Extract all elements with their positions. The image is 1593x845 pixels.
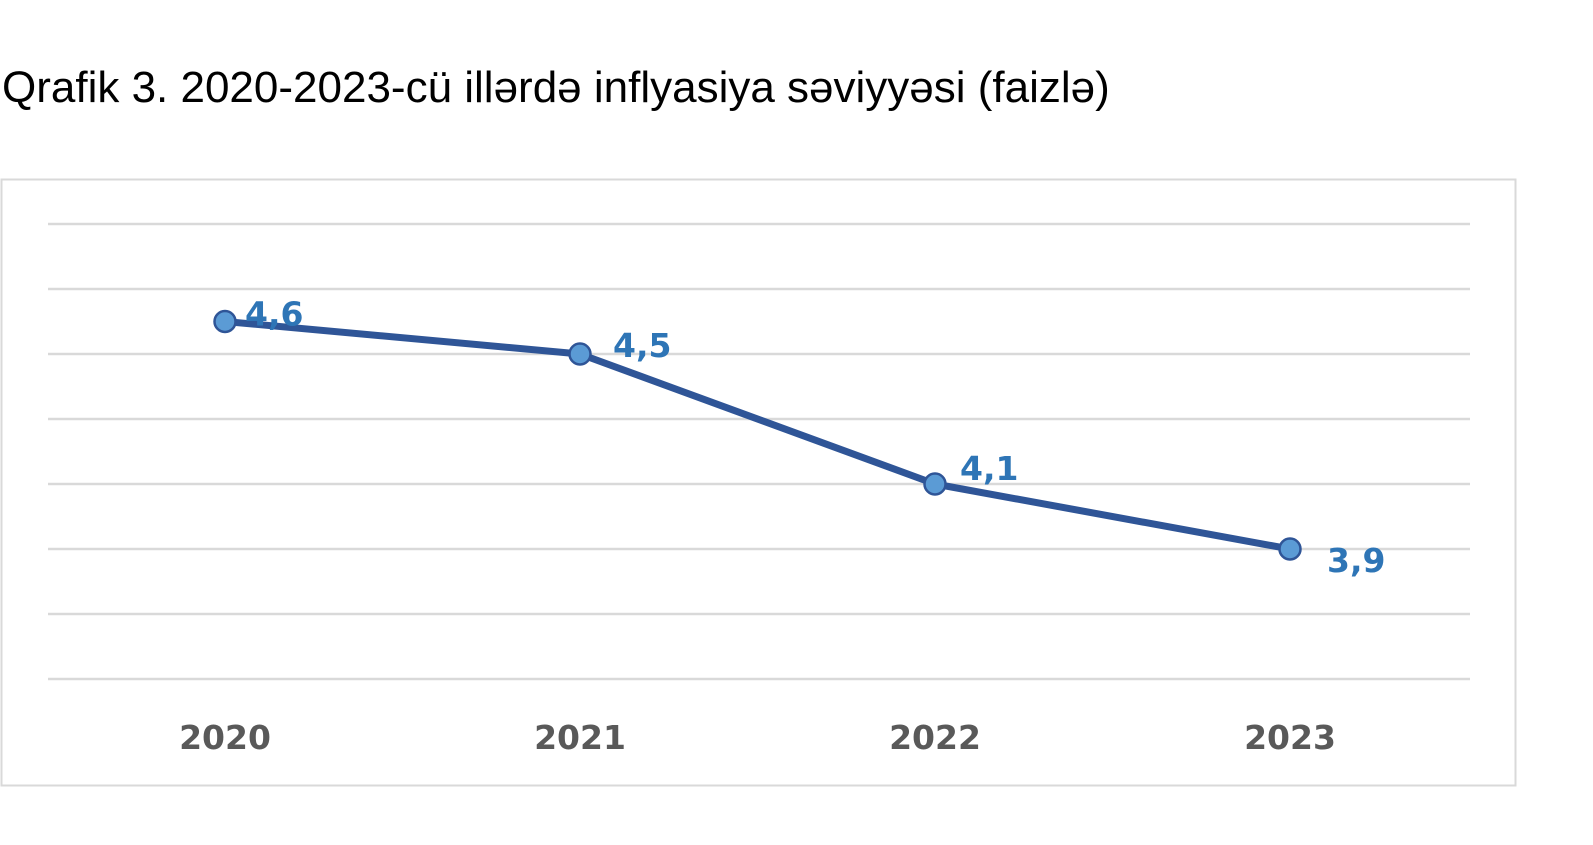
gridlines [48,222,1470,681]
data-label-2022: 4,1 [960,449,1018,488]
chart-frame [0,178,1517,787]
series-line [221,318,1294,553]
data-label-2023: 3,9 [1327,541,1385,580]
series-markers [213,309,1302,561]
series-line-group [221,318,1294,553]
x-axis-tick-labels: 2020 2021 2022 2023 [179,718,1336,757]
data-point-2022 [923,472,947,496]
data-point-2023 [1278,537,1302,561]
data-label-2021: 4,5 [613,326,671,365]
x-tick-label-2023: 2023 [1244,718,1336,757]
x-tick-label-2021: 2021 [534,718,626,757]
x-tick-label-2022: 2022 [889,718,981,757]
data-label-2020: 4,6 [245,295,303,334]
data-point-2020 [213,309,237,334]
data-labels: 4,6 4,5 4,1 3,9 [245,295,1385,581]
chart-title: Qrafik 3. 2020-2023-cü illərdə inflyasiy… [2,63,1110,112]
data-point-2021 [568,342,592,366]
x-tick-label-2020: 2020 [179,718,271,757]
